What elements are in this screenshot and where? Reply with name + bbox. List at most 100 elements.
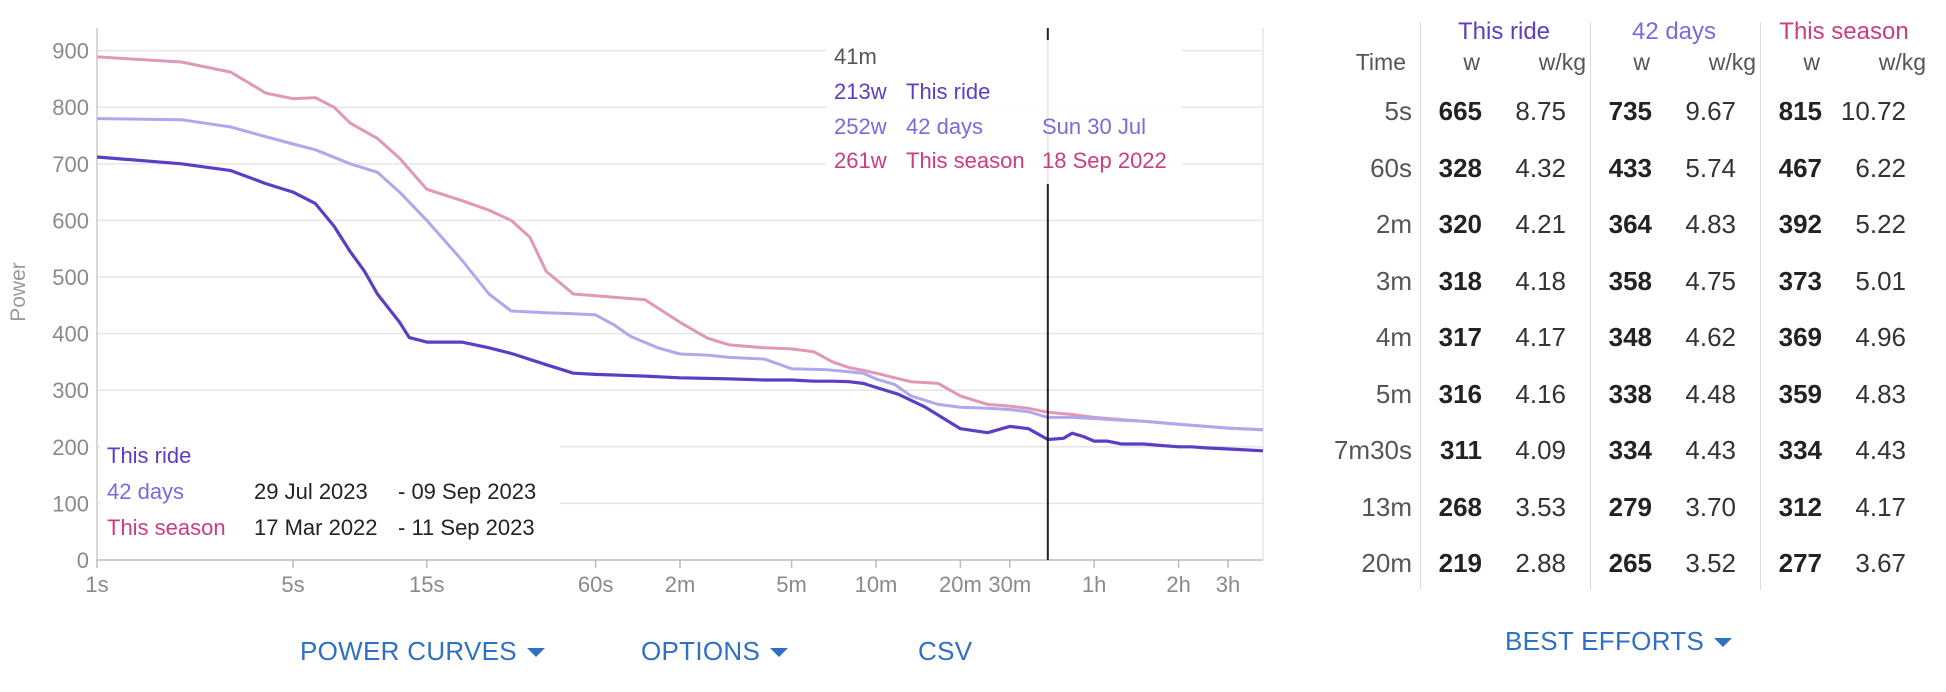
group-header-this-ride: This ride	[1457, 18, 1551, 45]
effort-value: 433	[1608, 152, 1652, 183]
x-tick-label: 5s	[281, 572, 304, 597]
power-curves-label: POWER CURVES	[300, 636, 517, 666]
effort-value: 735	[1608, 96, 1652, 126]
effort-value: 4.43	[1685, 435, 1736, 465]
x-tick-label: 2h	[1166, 572, 1190, 597]
y-tick-label: 700	[52, 152, 89, 177]
effort-value: 359	[1778, 378, 1822, 409]
effort-value: 312	[1778, 491, 1822, 522]
legend-42days[interactable]: 42 days	[107, 479, 184, 504]
header-w: w	[1633, 49, 1650, 75]
effort-value: 358	[1608, 265, 1652, 296]
legend-season-end: - 11 Sep 2023	[398, 515, 535, 540]
effort-value: 369	[1778, 322, 1822, 352]
effort-value: 10.72	[1840, 96, 1906, 126]
y-tick-label: 100	[52, 491, 89, 516]
chevron-down-icon	[770, 648, 789, 657]
options-button[interactable]: OPTIONS	[641, 636, 789, 667]
effort-value: 364	[1608, 209, 1652, 239]
best-efforts-label: BEST EFFORTS	[1505, 626, 1705, 656]
effort-value: 316	[1438, 378, 1482, 409]
effort-value: 5.01	[1855, 265, 1906, 296]
y-tick-label: 0	[77, 548, 89, 573]
effort-value: 277	[1778, 548, 1822, 578]
effort-value: 4.83	[1855, 378, 1906, 409]
effort-value: 4.16	[1515, 378, 1566, 409]
effort-value: 4.96	[1855, 322, 1906, 352]
cursor-42days-date: Sun 30 Jul	[1042, 114, 1146, 139]
power-curves-button[interactable]: POWER CURVES	[300, 636, 545, 667]
effort-value: 4.75	[1685, 265, 1736, 296]
power-curve-chart[interactable]: 0 100 200 300 400 500 600 700 800 900 1s 5s 15s 60s 2…	[0, 0, 1280, 600]
effort-value: 317	[1438, 322, 1482, 352]
effort-time: 20m	[1361, 548, 1412, 578]
effort-value: 4.21	[1515, 209, 1566, 239]
best-efforts-table: This ride 42 days This season Time w w/k…	[1300, 16, 1940, 596]
legend-season[interactable]: This season	[107, 515, 226, 540]
effort-value: 4.17	[1855, 491, 1906, 522]
group-header-season: This season	[1779, 18, 1909, 45]
effort-time: 13m	[1361, 491, 1412, 522]
effort-time: 5m	[1375, 378, 1412, 409]
effort-value: 4.09	[1515, 435, 1566, 465]
header-w: w	[1463, 49, 1480, 75]
y-tick-label: 300	[52, 378, 89, 403]
effort-value: 4.43	[1855, 435, 1906, 465]
x-axis: 1s 5s 15s 60s 2m 5m 10m 20m 30m 1h 2h 3h	[85, 560, 1240, 597]
effort-value: 311	[1440, 435, 1482, 465]
group-header-42days: 42 days	[1631, 18, 1717, 45]
x-tick-label: 30m	[988, 572, 1031, 597]
effort-value: 4.17	[1515, 322, 1566, 352]
effort-value: 392	[1778, 209, 1822, 239]
y-tick-label: 200	[52, 435, 89, 460]
x-tick-label: 10m	[855, 572, 898, 597]
y-tick-label: 400	[52, 322, 89, 347]
legend-42days-end: - 09 Sep 2023	[398, 479, 536, 504]
y-tick-label: 900	[52, 39, 89, 64]
effort-value: 219	[1438, 548, 1482, 578]
legend-season-start: 17 Mar 2022	[254, 515, 378, 540]
x-tick-label: 60s	[578, 572, 613, 597]
effort-value: 279	[1608, 491, 1652, 522]
x-tick-label: 5m	[776, 572, 807, 597]
x-tick-label: 1s	[85, 572, 108, 597]
effort-value: 815	[1778, 96, 1822, 126]
effort-value: 318	[1438, 265, 1482, 296]
effort-value: 334	[1778, 435, 1822, 465]
effort-value: 3.67	[1855, 548, 1906, 578]
effort-value: 4.48	[1685, 378, 1736, 409]
legend-this-ride[interactable]: This ride	[107, 443, 191, 468]
effort-value: 3.70	[1685, 491, 1736, 522]
effort-value: 334	[1608, 435, 1652, 465]
effort-value: 3.52	[1685, 548, 1736, 578]
effort-value: 328	[1438, 152, 1482, 183]
effort-value: 4.18	[1515, 265, 1566, 296]
cursor-42days-label: 42 days	[906, 114, 983, 139]
cursor-tooltip: 41m 213w This ride 252w 42 days Sun 30 J…	[826, 40, 1182, 184]
effort-value: 6.22	[1855, 152, 1906, 183]
column-separator	[1420, 22, 1421, 590]
effort-time: 5s	[1384, 96, 1412, 126]
y-tick-label: 600	[52, 208, 89, 233]
effort-value: 338	[1608, 378, 1652, 409]
cursor-42days-value: 252w	[834, 114, 887, 139]
x-tick-label: 2m	[665, 572, 696, 597]
csv-button[interactable]: CSV	[918, 636, 972, 667]
effort-value: 348	[1608, 322, 1652, 352]
effort-value: 665	[1438, 96, 1482, 126]
header-wkg: w/kg	[1708, 49, 1756, 75]
series-lines	[96, 55, 1264, 453]
x-tick-label: 20m	[939, 572, 982, 597]
effort-value: 4.83	[1685, 209, 1736, 239]
series-line-1	[96, 117, 1264, 432]
csv-label: CSV	[918, 636, 973, 666]
best-efforts-button[interactable]: BEST EFFORTS	[1505, 626, 1733, 657]
chevron-down-icon	[526, 648, 545, 657]
cursor-season-value: 261w	[834, 148, 887, 173]
cursor-time: 41m	[834, 44, 877, 69]
cursor-season-date: 18 Sep 2022	[1042, 148, 1167, 173]
x-tick-label: 1h	[1082, 572, 1106, 597]
effort-value: 9.67	[1685, 96, 1736, 126]
effort-time: 7m30s	[1333, 435, 1412, 465]
cursor-this-ride-label: This ride	[906, 79, 990, 104]
